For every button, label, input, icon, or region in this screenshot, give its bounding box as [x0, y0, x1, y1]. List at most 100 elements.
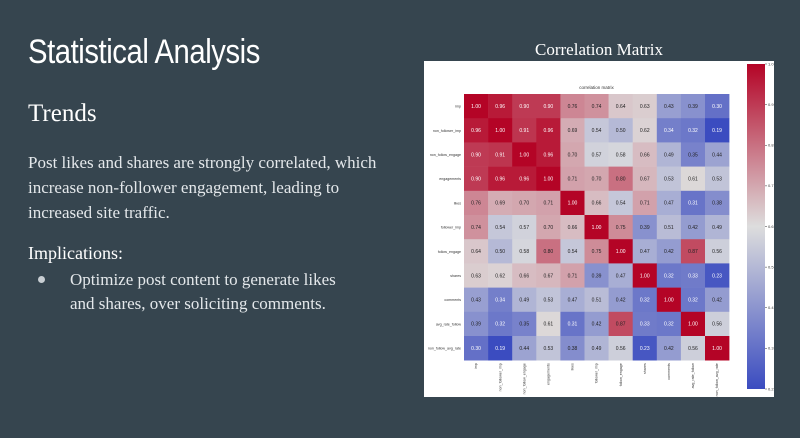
heatmap-cell — [632, 190, 658, 216]
heatmap-cell — [608, 215, 633, 240]
heatmap-cell — [584, 142, 609, 167]
heatmap-cell — [560, 239, 585, 264]
heatmap-cell — [584, 336, 609, 361]
heatmap-cell-label: 0.47 — [616, 273, 626, 279]
row-tick-label: follow_engage — [438, 250, 461, 254]
heatmap-cell-label: 0.43 — [471, 298, 481, 304]
heatmap-cell-label: 1.00 — [543, 177, 553, 183]
heatmap-cell — [656, 166, 682, 192]
heatmap-cell-label: 0.58 — [616, 152, 626, 158]
column-tick-label: likes — [571, 363, 575, 370]
heatmap-cell-label: 0.49 — [592, 346, 602, 352]
heatmap-cell — [488, 287, 513, 313]
row-tick-label: non_follow_engage — [430, 153, 461, 157]
heatmap-cell-label: 0.87 — [688, 249, 698, 255]
heatmap-cell — [705, 118, 730, 143]
heatmap-cell — [536, 215, 561, 240]
heatmap-cell — [632, 215, 658, 240]
colorbar-tick-label: 0.8 — [768, 143, 774, 148]
heatmap-cell — [560, 142, 585, 167]
heatmap-cell-label: 0.80 — [616, 177, 626, 183]
heatmap-cell-label: 0.19 — [495, 346, 505, 352]
heatmap-cell — [488, 190, 513, 216]
heatmap-cell — [680, 287, 706, 313]
heatmap-cell — [656, 336, 682, 361]
chart-caption: Correlation Matrix — [535, 40, 663, 59]
heatmap-cell-label: 0.96 — [543, 152, 553, 158]
row-tick-label: non_follower_imp — [433, 129, 461, 133]
heatmap-cell — [512, 287, 537, 313]
heatmap-cell — [584, 311, 609, 337]
heatmap-cell — [680, 166, 706, 192]
heatmap-cell-label: 0.74 — [471, 225, 481, 231]
heatmap-cell-label: 0.50 — [495, 249, 505, 255]
heatmap-cell-label: 0.54 — [616, 201, 626, 207]
colorbar-tick-label: 0.4 — [768, 305, 774, 310]
heatmap-cell-label: 0.54 — [592, 128, 602, 134]
heatmap-cell — [608, 166, 633, 192]
heatmap-cell-label: 0.70 — [519, 201, 529, 207]
implications-heading: Implications: — [28, 243, 123, 263]
heatmap-cell-label: 0.23 — [712, 273, 722, 279]
heatmap-cell-label: 1.00 — [568, 201, 578, 207]
heatmap-cell — [656, 190, 682, 216]
heatmap-cell — [560, 287, 585, 313]
heatmap-cell-label: 0.70 — [592, 177, 602, 183]
heatmap-cell — [584, 215, 609, 240]
heatmap-cell — [536, 263, 561, 288]
colorbar-tick-label: 0.3 — [768, 346, 774, 351]
heatmap-cell — [680, 215, 706, 240]
heatmap-cell-label: 0.56 — [712, 322, 722, 328]
heatmap-cell — [488, 94, 513, 119]
heatmap-cell — [464, 263, 489, 288]
heatmap-cell-label: 0.53 — [543, 298, 553, 304]
implication-text: Optimize post content to generate likes … — [70, 270, 336, 313]
heatmap-cell — [464, 118, 489, 143]
heatmap-cell-label: 0.32 — [664, 322, 674, 328]
heatmap-cell — [512, 336, 537, 361]
heatmap-cell — [656, 215, 682, 240]
heatmap-cell — [705, 336, 730, 361]
trends-text: Post likes and shares are strongly corre… — [28, 153, 377, 222]
heatmap-cell — [488, 215, 513, 240]
heatmap-cell — [488, 336, 513, 361]
heatmap-cell — [512, 118, 537, 143]
heatmap-cell-label: 0.58 — [519, 249, 529, 255]
heatmap-cell — [680, 311, 706, 337]
correlation-heatmap: correlation matrix 1.00 0.96 0.90 0.90 0.76 0.… — [428, 61, 774, 396]
heatmap-cell-label: 0.70 — [543, 225, 553, 231]
heatmap-cell-label: 0.66 — [592, 201, 602, 207]
heatmap-cell — [488, 311, 513, 337]
heatmap-cell — [656, 263, 682, 288]
heatmap-cell-label: 0.96 — [519, 177, 529, 183]
colorbar-tick-label: 0.5 — [768, 264, 774, 269]
heatmap-cell-label: 0.47 — [640, 249, 650, 255]
heatmap-cell-label: 0.49 — [519, 298, 529, 304]
column-tick-label: imp — [474, 363, 478, 369]
heatmap-cell-label: 0.54 — [495, 225, 505, 231]
heatmap-cell-label: 0.42 — [664, 346, 674, 352]
heatmap-cell — [464, 239, 489, 264]
heatmap-cell-label: 0.62 — [495, 273, 505, 279]
heatmap-cell — [632, 142, 658, 167]
heatmap-cell — [512, 215, 537, 240]
heatmap-cell-label: 0.32 — [664, 273, 674, 279]
colorbar — [747, 64, 765, 389]
heatmap-cell-label: 0.31 — [688, 201, 698, 207]
heatmap-cell-label: 0.63 — [471, 273, 481, 279]
heatmap-cell-label: 1.00 — [688, 322, 698, 328]
heatmap-cell-label: 0.96 — [495, 104, 505, 110]
column-tick-label: non_follower_imp — [498, 363, 502, 391]
heatmap-cell-label: 0.49 — [664, 152, 674, 158]
heatmap-cell-label: 0.62 — [640, 128, 650, 134]
heatmap-cell — [560, 336, 585, 361]
heatmap-cell — [632, 263, 658, 288]
heatmap-cell-label: 0.75 — [616, 225, 626, 231]
heatmap-cell — [560, 166, 585, 192]
heatmap-cell-label: 0.69 — [568, 128, 578, 134]
heatmap-cell-label: 0.32 — [640, 298, 650, 304]
heatmap-cell — [680, 142, 706, 167]
heatmap-cell — [584, 239, 609, 264]
heatmap-cell — [656, 118, 682, 143]
colorbar-tick-label: 0.7 — [768, 183, 774, 188]
